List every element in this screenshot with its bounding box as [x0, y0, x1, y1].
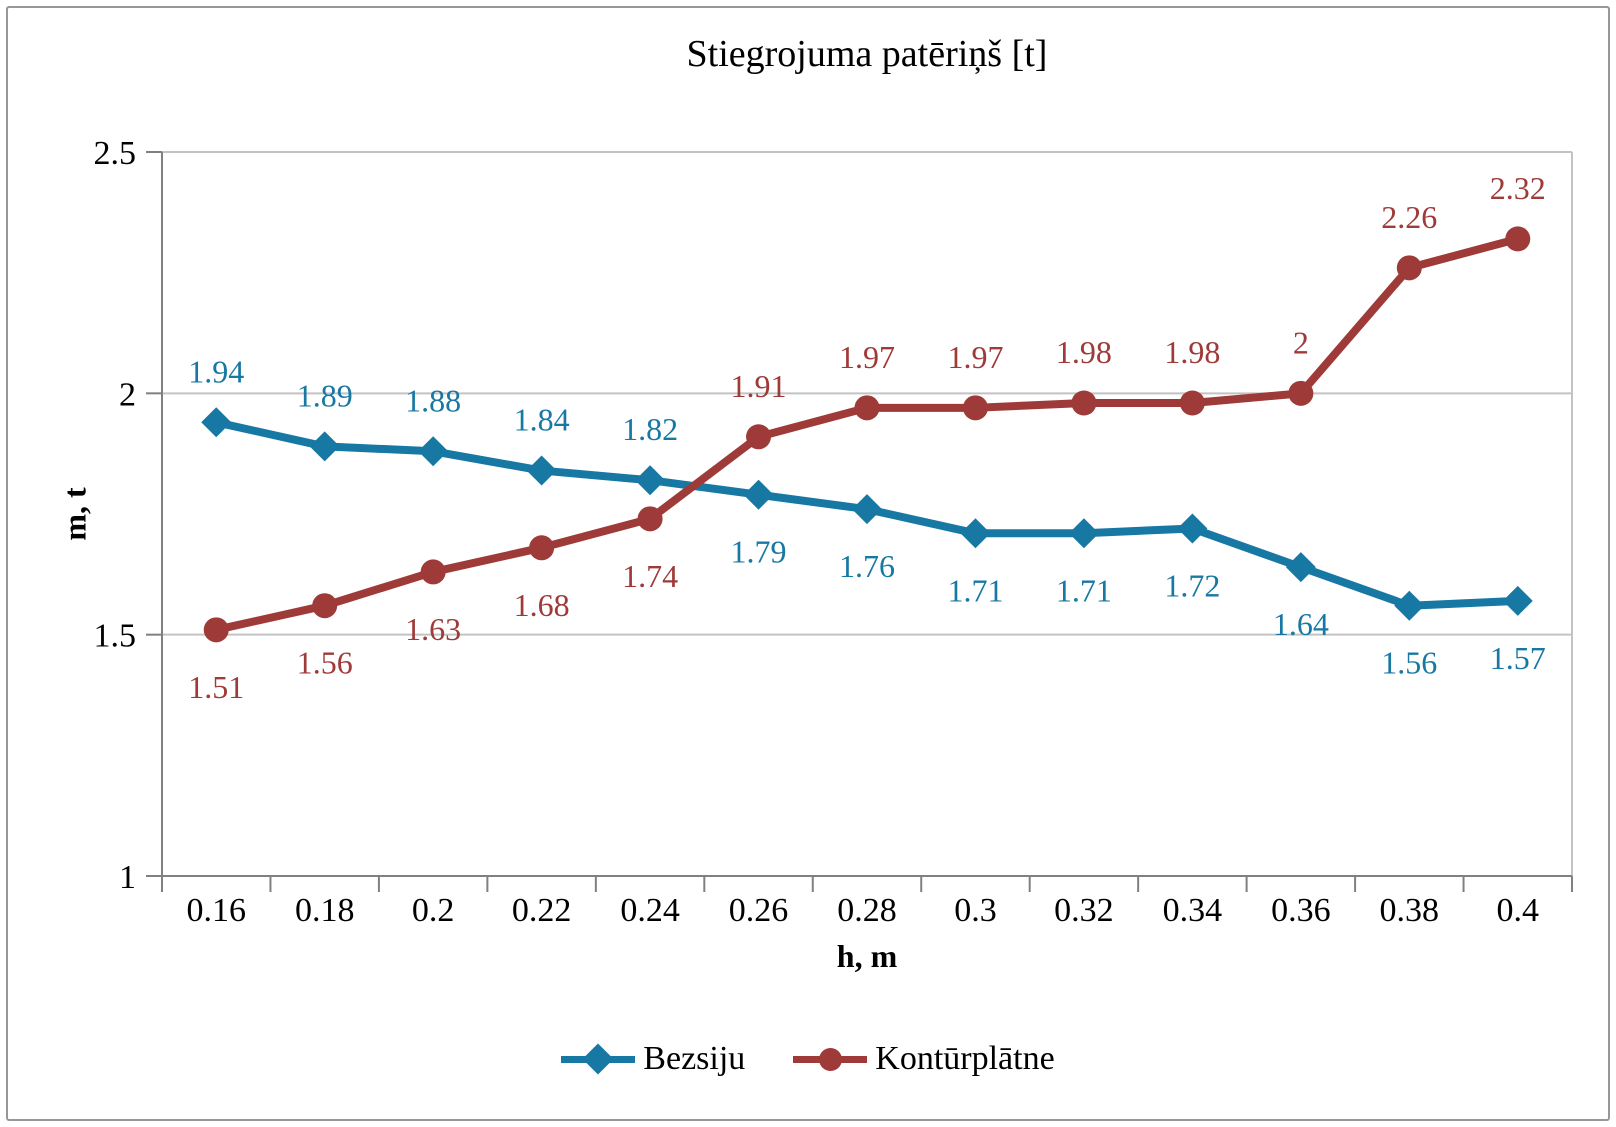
- data-point-marker: [1505, 226, 1531, 252]
- data-label: 1.71: [947, 572, 1003, 608]
- data-label: 1.82: [622, 411, 678, 447]
- y-tick-label: 1.5: [94, 618, 137, 655]
- data-label: 1.72: [1164, 567, 1220, 603]
- data-label: 1.88: [405, 382, 461, 418]
- data-label: 1.91: [731, 368, 787, 404]
- data-point-marker: [1177, 513, 1208, 544]
- data-point-marker: [746, 424, 772, 450]
- data-point-marker: [203, 617, 229, 643]
- data-label: 2.32: [1490, 170, 1546, 206]
- legend-label-bezsiju: Bezsiju: [643, 1040, 746, 1077]
- data-point-marker: [960, 518, 991, 549]
- data-point-marker: [420, 559, 446, 585]
- x-tick-label: 0.28: [837, 892, 897, 929]
- data-point-marker: [1502, 585, 1533, 616]
- x-tick-label: 0.36: [1271, 892, 1331, 929]
- data-point-marker: [418, 436, 449, 467]
- circle-marker-icon: [819, 1048, 843, 1071]
- data-point-marker: [1396, 255, 1422, 281]
- x-tick-label: 0.24: [620, 892, 680, 929]
- data-point-marker: [201, 407, 232, 438]
- y-tick-label: 2.5: [94, 135, 137, 172]
- data-label: 1.98: [1056, 334, 1112, 370]
- data-label: 1.89: [297, 377, 353, 413]
- data-label: 1.68: [514, 587, 570, 623]
- data-point-marker: [312, 593, 338, 619]
- x-axis-title: h, m: [836, 938, 898, 974]
- data-label: 2.26: [1381, 199, 1437, 235]
- x-tick-label: 0.26: [729, 892, 789, 929]
- legend-swatch-bezsiju: [561, 1043, 636, 1075]
- data-label: 1.76: [839, 548, 895, 584]
- data-point-marker: [743, 479, 774, 510]
- data-label: 1.56: [1381, 645, 1437, 681]
- y-axis-title-text: m, t: [56, 487, 93, 541]
- data-point-marker: [309, 431, 340, 462]
- x-tick-label: 0.22: [512, 892, 572, 929]
- data-label: 1.56: [297, 645, 353, 681]
- x-tick-label: 0.16: [186, 892, 246, 929]
- data-point-marker: [526, 455, 557, 486]
- data-point-marker: [529, 535, 555, 561]
- diamond-marker-icon: [582, 1043, 614, 1075]
- x-tick-label: 0.32: [1054, 892, 1114, 929]
- data-point-marker: [1071, 390, 1097, 416]
- data-label: 2: [1293, 324, 1309, 360]
- legend-item-bezsiju: Bezsiju: [561, 1042, 745, 1076]
- data-point-marker: [1068, 518, 1099, 549]
- data-point-marker: [852, 494, 882, 525]
- x-tick-label: 0.2: [412, 892, 455, 929]
- data-label: 1.94: [188, 353, 244, 389]
- data-point-marker: [635, 465, 666, 496]
- data-label: 1.71: [1056, 572, 1112, 608]
- data-point-marker: [1288, 380, 1314, 406]
- y-tick-label: 1: [119, 859, 136, 896]
- legend-swatch-konturplatne: [793, 1044, 868, 1074]
- x-tick-label: 0.38: [1380, 892, 1440, 929]
- legend-label-konturplatne: Kontūrplātne: [875, 1040, 1055, 1077]
- x-tick-label: 0.34: [1163, 892, 1223, 929]
- data-point-marker: [1179, 390, 1205, 416]
- data-label: 1.98: [1164, 334, 1220, 370]
- x-tick-label: 0.4: [1497, 892, 1540, 929]
- data-label: 1.97: [947, 339, 1003, 375]
- data-label: 1.63: [405, 611, 461, 647]
- x-tick-label: 0.3: [954, 892, 997, 929]
- data-label: 1.57: [1490, 640, 1546, 676]
- chart-title: Stiegrojuma patēriņš [t]: [686, 33, 1048, 75]
- x-tick-label: 0.18: [295, 892, 355, 929]
- data-point-marker: [962, 395, 988, 421]
- legend-item-konturplatne: Kontūrplātne: [793, 1040, 1055, 1077]
- data-label: 1.84: [514, 402, 570, 438]
- data-point-marker: [1285, 552, 1316, 583]
- y-tick-label: 2: [119, 376, 136, 413]
- data-label: 1.64: [1273, 606, 1329, 642]
- data-label: 1.51: [188, 669, 244, 705]
- data-point-marker: [854, 395, 880, 421]
- data-label: 1.74: [622, 558, 678, 594]
- data-label: 1.79: [731, 534, 787, 570]
- data-point-marker: [637, 506, 663, 532]
- data-label: 1.97: [839, 339, 895, 375]
- legend: Bezsiju Kontūrplātne: [0, 1042, 1616, 1076]
- data-point-marker: [1394, 590, 1425, 621]
